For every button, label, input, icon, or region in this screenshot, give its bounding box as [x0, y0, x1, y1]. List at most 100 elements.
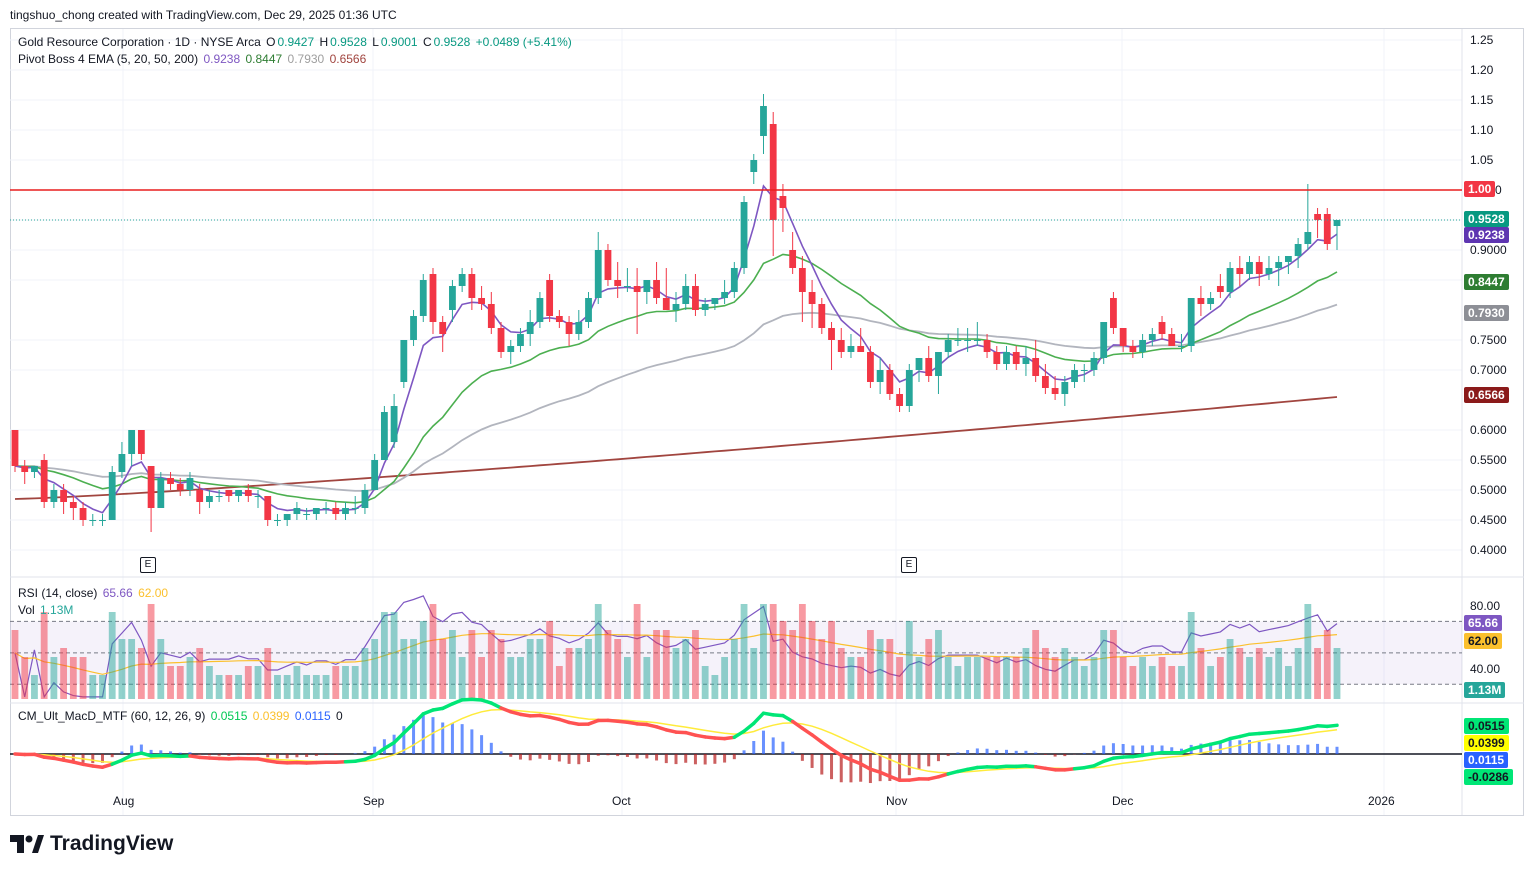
candle-body [1168, 334, 1176, 346]
volume-bar [254, 666, 262, 699]
candle-body [1090, 358, 1098, 370]
macd-histogram-bar [480, 735, 484, 754]
candle-body [1178, 346, 1185, 347]
volume-bar [458, 657, 466, 699]
volume-bar [925, 639, 933, 699]
candle-body [147, 466, 155, 508]
vol-label: Vol [18, 603, 35, 617]
macd-histogram-bar [188, 752, 192, 754]
macd-histogram-bar [509, 754, 513, 757]
macd-histogram-bar [1160, 745, 1164, 754]
symbol-legend[interactable]: Gold Resource Corporation · 1D · NYSE Ar… [18, 35, 574, 49]
volume-bar [779, 621, 787, 699]
macd-histogram-bar [791, 751, 795, 754]
price-tick: 1.15 [1470, 93, 1494, 107]
candle-body [993, 352, 1001, 364]
macd-line-segment [402, 721, 416, 735]
candle-body [1236, 268, 1244, 274]
macd-histogram-bar [237, 754, 241, 756]
macd-histogram-bar [207, 754, 211, 756]
candle-body [206, 496, 213, 502]
candle-body [1071, 370, 1078, 382]
candle-body [614, 280, 622, 286]
rsi-legend[interactable]: RSI (14, close) 65.66 62.00 [18, 586, 170, 600]
macd-histogram-bar [684, 754, 688, 763]
ema-lines [14, 184, 1338, 514]
candle-body [925, 358, 933, 376]
macd-histogram-bar [246, 754, 250, 756]
vol-legend[interactable]: Vol 1.13M [18, 603, 75, 617]
candle-body [283, 514, 291, 520]
macd-histogram-bar [431, 717, 435, 754]
macd-histogram-bar [528, 754, 532, 761]
macd-histogram-bar [674, 754, 678, 765]
volume-bar [1333, 648, 1341, 699]
ema-legend[interactable]: Pivot Boss 4 EMA (5, 20, 50, 200) 0.9238… [18, 52, 368, 66]
macd-histogram-bar [363, 751, 367, 754]
volume-bar [935, 630, 942, 699]
candle-body [137, 430, 145, 454]
candle-body [235, 490, 242, 496]
candle-body [1022, 358, 1030, 364]
macd-histogram-bar [985, 748, 989, 754]
volume-bar [89, 675, 97, 699]
close-price-tag: 0.9528 [1464, 211, 1509, 227]
volume-bar [419, 621, 427, 699]
candle-body [449, 286, 456, 310]
macd-v3: 0.0115 [294, 709, 331, 723]
candle-body [351, 508, 359, 509]
macd-histogram-bar [120, 751, 124, 754]
volume-bar [1148, 666, 1156, 699]
macd-legend[interactable]: CM_Ult_MacD_MTF (60, 12, 26, 9) 0.0515 0… [18, 709, 345, 723]
volume-bar [594, 604, 602, 699]
macd-histogram-bar [402, 726, 406, 754]
macd-histogram-bar [52, 754, 56, 759]
candle-body [750, 160, 758, 172]
volume-bar [371, 639, 379, 699]
macd-histogram-bar [975, 748, 979, 754]
candle-body [1246, 262, 1253, 274]
macd-line-segment [742, 721, 756, 733]
candle-body [721, 292, 729, 298]
chart-frame[interactable] [10, 28, 1524, 816]
macd-histogram-bar [217, 754, 221, 756]
volume-bar [79, 657, 87, 699]
ohlc-change: +0.0489 (+5.41%) [475, 35, 572, 49]
macd-histogram-bar [305, 754, 309, 757]
ohlc-l: 0.9001 [380, 35, 418, 49]
macd-histogram-bar [1257, 741, 1261, 754]
volume-bar [1080, 666, 1088, 699]
volume-bar [293, 666, 301, 699]
earnings-marker[interactable]: E [140, 557, 156, 573]
candle-body [244, 490, 252, 496]
volume-bar [1032, 630, 1040, 699]
volume-bar [517, 657, 524, 699]
macd-histogram-bar [256, 754, 260, 756]
macd-histogram-bar [1005, 749, 1008, 754]
candle-body [1003, 352, 1010, 364]
macd-histogram-bar [888, 754, 892, 781]
candle-body [837, 340, 845, 352]
volume-bar [137, 648, 145, 699]
volume-bar [808, 621, 816, 699]
macd-histogram-bar [460, 724, 464, 754]
candles [11, 94, 1341, 532]
volume-bar [886, 639, 894, 699]
macd-line-segment [392, 731, 406, 745]
macd-histogram-bar [1024, 750, 1028, 754]
volume-bar [1139, 657, 1146, 699]
macd-histogram-bar [898, 754, 902, 781]
macd-histogram-bar [169, 751, 173, 754]
price-tick: 1.20 [1470, 63, 1494, 77]
candle-body [1012, 352, 1020, 364]
candle-body [653, 280, 660, 298]
macd-histogram-bar [499, 751, 503, 754]
candle-body [1041, 376, 1049, 388]
tradingview-logo[interactable]: TradingView [10, 832, 173, 856]
earnings-marker[interactable]: E [901, 557, 917, 573]
candle-body [293, 508, 301, 514]
ema200-line [14, 396, 1338, 500]
rsi-ma-value: 62.00 [138, 586, 169, 600]
volume-bar [1236, 648, 1244, 699]
